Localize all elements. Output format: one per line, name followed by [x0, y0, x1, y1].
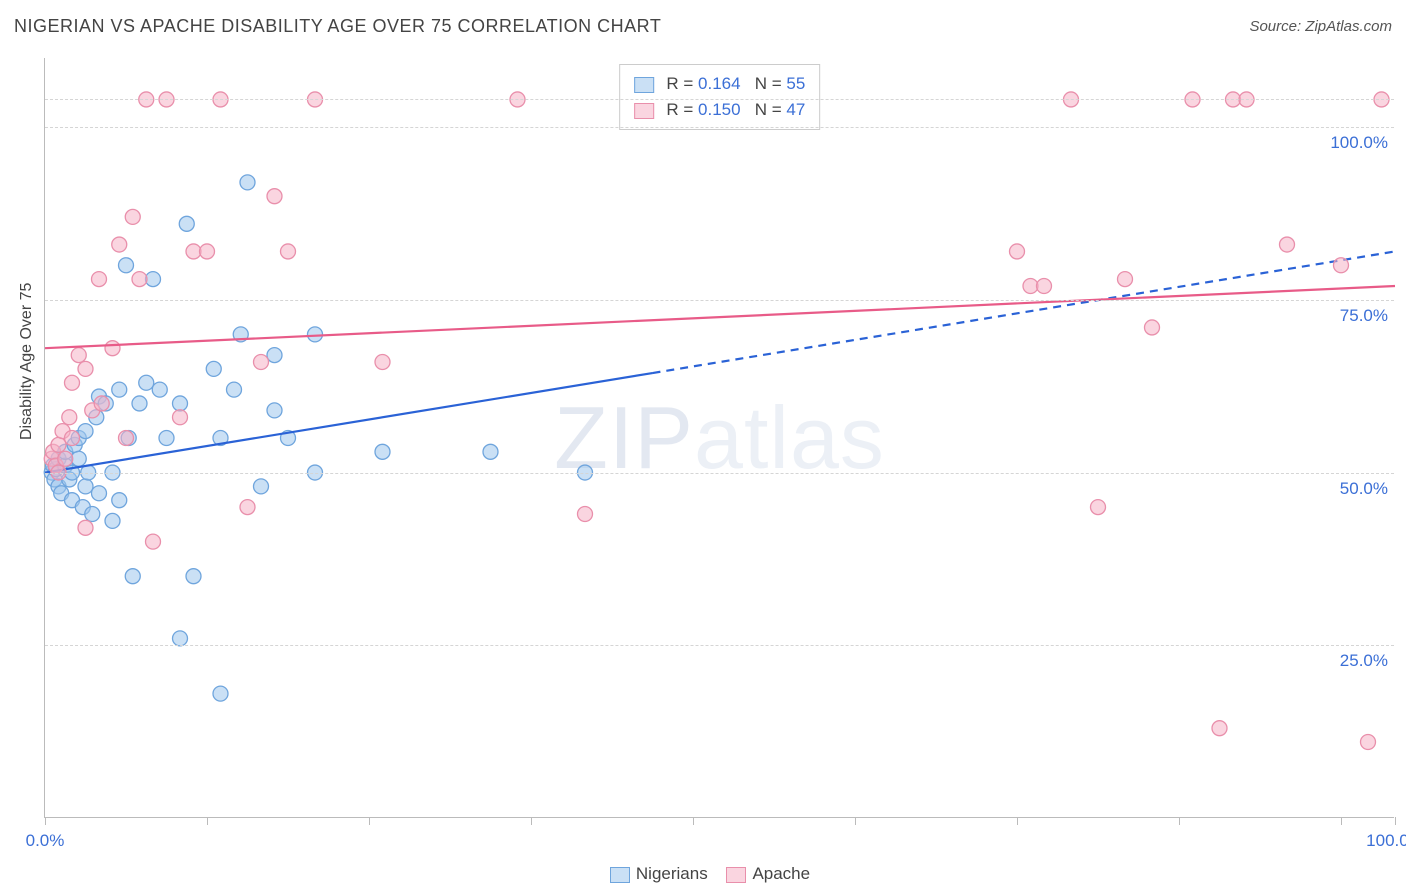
data-point-apache: [58, 451, 73, 466]
plot-area: ZIPatlas R = 0.164 N = 55 R = 0.150 N = …: [44, 58, 1394, 818]
data-point-nigerians: [267, 348, 282, 363]
gridline: [45, 473, 1394, 474]
data-point-apache: [173, 410, 188, 425]
data-point-apache: [125, 209, 140, 224]
chart-container: NIGERIAN VS APACHE DISABILITY AGE OVER 7…: [0, 0, 1406, 892]
y-axis-label: Disability Age Over 75: [18, 283, 36, 440]
series-legend: Nigerians Apache: [0, 864, 1406, 884]
data-point-nigerians: [206, 361, 221, 376]
x-tick: [45, 817, 46, 825]
data-point-nigerians: [483, 444, 498, 459]
data-point-apache: [1334, 258, 1349, 273]
gridline: [45, 300, 1394, 301]
data-point-apache: [78, 520, 93, 535]
swatch-nigerians-icon: [610, 867, 630, 883]
data-point-nigerians: [179, 216, 194, 231]
legend-label-nigerians: Nigerians: [636, 864, 708, 883]
y-tick-label: 100.0%: [1330, 133, 1388, 153]
data-point-apache: [65, 431, 80, 446]
data-point-apache: [1145, 320, 1160, 335]
data-point-apache: [1010, 244, 1025, 259]
y-tick-label: 75.0%: [1340, 306, 1388, 326]
data-point-nigerians: [71, 451, 86, 466]
data-point-apache: [78, 361, 93, 376]
data-point-apache: [51, 437, 66, 452]
data-point-apache: [200, 244, 215, 259]
x-tick: [531, 817, 532, 825]
data-point-nigerians: [132, 396, 147, 411]
data-point-nigerians: [267, 403, 282, 418]
x-tick: [693, 817, 694, 825]
x-tick: [855, 817, 856, 825]
data-point-apache: [132, 272, 147, 287]
data-point-nigerians: [139, 375, 154, 390]
data-point-apache: [105, 341, 120, 356]
gridline: [45, 127, 1394, 128]
data-point-nigerians: [112, 493, 127, 508]
data-point-apache: [254, 355, 269, 370]
data-point-apache: [578, 507, 593, 522]
data-point-apache: [146, 534, 161, 549]
legend-label-apache: Apache: [752, 864, 810, 883]
x-tick: [207, 817, 208, 825]
data-point-apache: [62, 410, 77, 425]
data-point-nigerians: [173, 396, 188, 411]
data-point-apache: [92, 272, 107, 287]
data-point-apache: [1212, 721, 1227, 736]
x-tick-label: 100.0%: [1366, 831, 1406, 851]
y-tick-label: 25.0%: [1340, 651, 1388, 671]
data-point-nigerians: [240, 175, 255, 190]
data-point-apache: [1361, 735, 1376, 750]
data-point-nigerians: [186, 569, 201, 584]
data-point-apache: [375, 355, 390, 370]
data-point-nigerians: [125, 569, 140, 584]
data-point-apache: [186, 244, 201, 259]
data-point-apache: [267, 189, 282, 204]
trendline-nigerians: [45, 373, 653, 472]
x-tick: [1179, 817, 1180, 825]
trendline-apache: [45, 286, 1395, 348]
source-label: Source: ZipAtlas.com: [1249, 18, 1392, 35]
data-point-nigerians: [112, 382, 127, 397]
data-point-nigerians: [375, 444, 390, 459]
data-point-nigerians: [105, 513, 120, 528]
data-point-apache: [112, 237, 127, 252]
data-point-nigerians: [213, 686, 228, 701]
x-tick: [1341, 817, 1342, 825]
trendline-nigerians-extrapolated: [653, 251, 1396, 373]
gridline: [45, 99, 1394, 100]
data-point-apache: [1091, 500, 1106, 515]
data-point-nigerians: [308, 327, 323, 342]
data-point-apache: [281, 244, 296, 259]
x-tick: [1395, 817, 1396, 825]
data-point-apache: [1118, 272, 1133, 287]
data-point-nigerians: [119, 258, 134, 273]
data-point-nigerians: [92, 486, 107, 501]
x-tick-label: 0.0%: [26, 831, 65, 851]
swatch-apache-icon: [726, 867, 746, 883]
x-tick: [369, 817, 370, 825]
x-tick: [1017, 817, 1018, 825]
data-point-apache: [1023, 279, 1038, 294]
data-point-nigerians: [152, 382, 167, 397]
y-tick-label: 50.0%: [1340, 479, 1388, 499]
data-point-nigerians: [173, 631, 188, 646]
chart-title: NIGERIAN VS APACHE DISABILITY AGE OVER 7…: [14, 16, 661, 37]
data-point-apache: [1037, 279, 1052, 294]
data-point-apache: [119, 431, 134, 446]
data-point-nigerians: [159, 431, 174, 446]
data-point-nigerians: [227, 382, 242, 397]
data-point-apache: [71, 348, 86, 363]
data-point-nigerians: [146, 272, 161, 287]
data-point-nigerians: [78, 479, 93, 494]
data-point-apache: [65, 375, 80, 390]
data-point-apache: [94, 396, 109, 411]
data-point-nigerians: [254, 479, 269, 494]
data-point-apache: [1280, 237, 1295, 252]
gridline: [45, 645, 1394, 646]
data-point-nigerians: [78, 424, 93, 439]
data-point-nigerians: [85, 507, 100, 522]
data-point-apache: [240, 500, 255, 515]
scatter-svg: [45, 58, 1394, 817]
